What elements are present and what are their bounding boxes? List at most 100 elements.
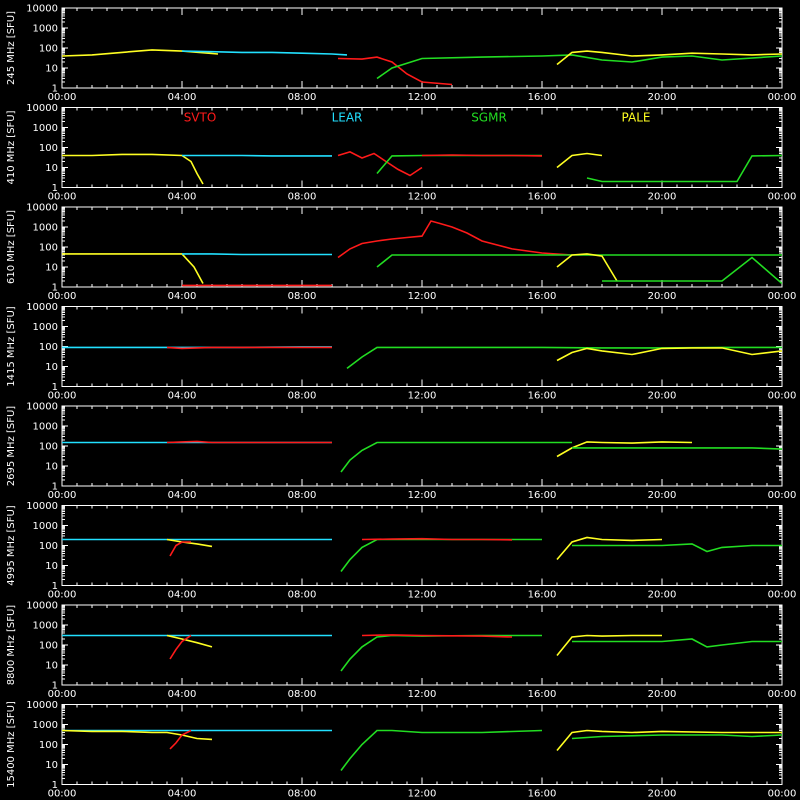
series-pale (556, 152, 603, 169)
y-tick-label: 1000 (33, 322, 58, 333)
series-sgmr (571, 734, 782, 740)
series-pale (556, 50, 782, 66)
x-tick-label: 12:00 (408, 192, 437, 203)
series-pale (556, 729, 782, 752)
x-tick-label: 00:00 (48, 391, 77, 402)
x-tick-label: 00:00 (48, 789, 77, 800)
series-pale (556, 634, 662, 657)
x-tick-label: 04:00 (168, 490, 197, 501)
x-tick-label: 04:00 (168, 391, 197, 402)
y-tick-label: 10 (45, 64, 58, 75)
y-tick-label: 1 (52, 681, 58, 692)
x-tick-label: 00:00 (48, 291, 77, 302)
panel-frame (61, 306, 783, 387)
panel-ylabel: 2695 MHz [SFU] (6, 406, 17, 487)
y-tick-label: 1000 (33, 621, 58, 632)
series-sgmr (572, 638, 782, 648)
y-tick-label: 10 (45, 362, 58, 373)
y-tick-label: 1 (52, 382, 58, 393)
y-tick-label: 10 (45, 760, 58, 771)
y-tick-label: 100 (39, 541, 58, 552)
y-tick-label: 1000 (33, 720, 58, 731)
series-pale (556, 347, 782, 362)
y-tick-label: 10 (45, 263, 58, 274)
x-tick-label: 12:00 (408, 391, 437, 402)
x-tick-label: 08:00 (288, 490, 317, 501)
series-lear (182, 253, 332, 256)
x-tick-label: 00:00 (48, 590, 77, 601)
y-tick-label: 1 (52, 780, 58, 791)
x-tick-label: 20:00 (648, 291, 677, 302)
series-svto (337, 220, 573, 259)
panel-frame (61, 7, 783, 89)
x-tick-label: 16:00 (528, 92, 557, 103)
x-tick-label: 16:00 (528, 490, 557, 501)
y-tick-label: 10000 (26, 103, 58, 114)
legend-lear: LEAR (332, 111, 363, 125)
legend-pale: PALE (622, 111, 651, 125)
series-sgmr (602, 256, 782, 285)
series-svto (361, 634, 513, 638)
x-tick-label: 12:00 (408, 590, 437, 601)
panel-ylabel: 15400 MHz [SFU] (6, 701, 17, 788)
x-tick-label: 04:00 (168, 92, 197, 103)
series-sgmr (376, 54, 782, 80)
x-tick-label: 08:00 (288, 590, 317, 601)
y-tick-label: 1000 (33, 422, 58, 433)
panel-frame (61, 604, 783, 686)
x-tick-label: 00:00 (768, 92, 797, 103)
y-tick-label: 1 (52, 84, 58, 95)
y-tick-label: 1 (52, 482, 58, 493)
y-tick-label: 10 (45, 462, 58, 473)
series-lear (181, 50, 348, 56)
panel-ylabel: 610 MHz [SFU] (6, 210, 17, 284)
x-tick-label: 04:00 (168, 291, 197, 302)
legend-svto: SVTO (184, 111, 217, 125)
series-sgmr (572, 447, 782, 450)
x-tick-label: 16:00 (528, 689, 557, 700)
y-tick-label: 100 (39, 342, 58, 353)
x-tick-label: 08:00 (288, 92, 317, 103)
y-tick-label: 10000 (26, 700, 58, 711)
x-tick-label: 04:00 (168, 590, 197, 601)
series-pale (556, 536, 663, 561)
panel-ylabel: 1415 MHz [SFU] (6, 306, 17, 387)
x-tick-label: 08:00 (288, 192, 317, 203)
x-tick-label: 00:00 (48, 490, 77, 501)
series-pale (62, 253, 204, 284)
panel-frame (61, 107, 783, 188)
legend-sgmr: SGMR (471, 111, 507, 125)
x-tick-label: 12:00 (408, 92, 437, 103)
series-sgmr (376, 254, 782, 268)
y-tick-label: 10000 (26, 302, 58, 313)
panel-ylabel: 8800 MHz [SFU] (6, 605, 17, 686)
x-tick-label: 12:00 (408, 291, 437, 302)
panel-frame (61, 405, 783, 487)
series-pale (556, 253, 618, 282)
panel-frame (61, 206, 783, 288)
x-tick-label: 20:00 (648, 590, 677, 601)
series-pale (62, 153, 204, 185)
series-pale (166, 634, 213, 648)
x-tick-label: 20:00 (648, 391, 677, 402)
x-tick-label: 00:00 (768, 789, 797, 800)
y-tick-label: 1000 (33, 223, 58, 234)
series-svto (169, 541, 191, 557)
x-tick-label: 00:00 (768, 391, 797, 402)
x-tick-label: 04:00 (168, 789, 197, 800)
x-tick-label: 20:00 (648, 490, 677, 501)
series-sgmr (346, 346, 782, 370)
series-sgmr (572, 543, 782, 553)
series-sgmr (340, 729, 543, 771)
x-tick-label: 12:00 (408, 689, 437, 700)
y-tick-label: 1 (52, 183, 58, 194)
series-svto (421, 154, 543, 157)
y-tick-label: 10000 (26, 203, 58, 214)
x-tick-label: 16:00 (528, 590, 557, 601)
series-pale (166, 538, 213, 548)
